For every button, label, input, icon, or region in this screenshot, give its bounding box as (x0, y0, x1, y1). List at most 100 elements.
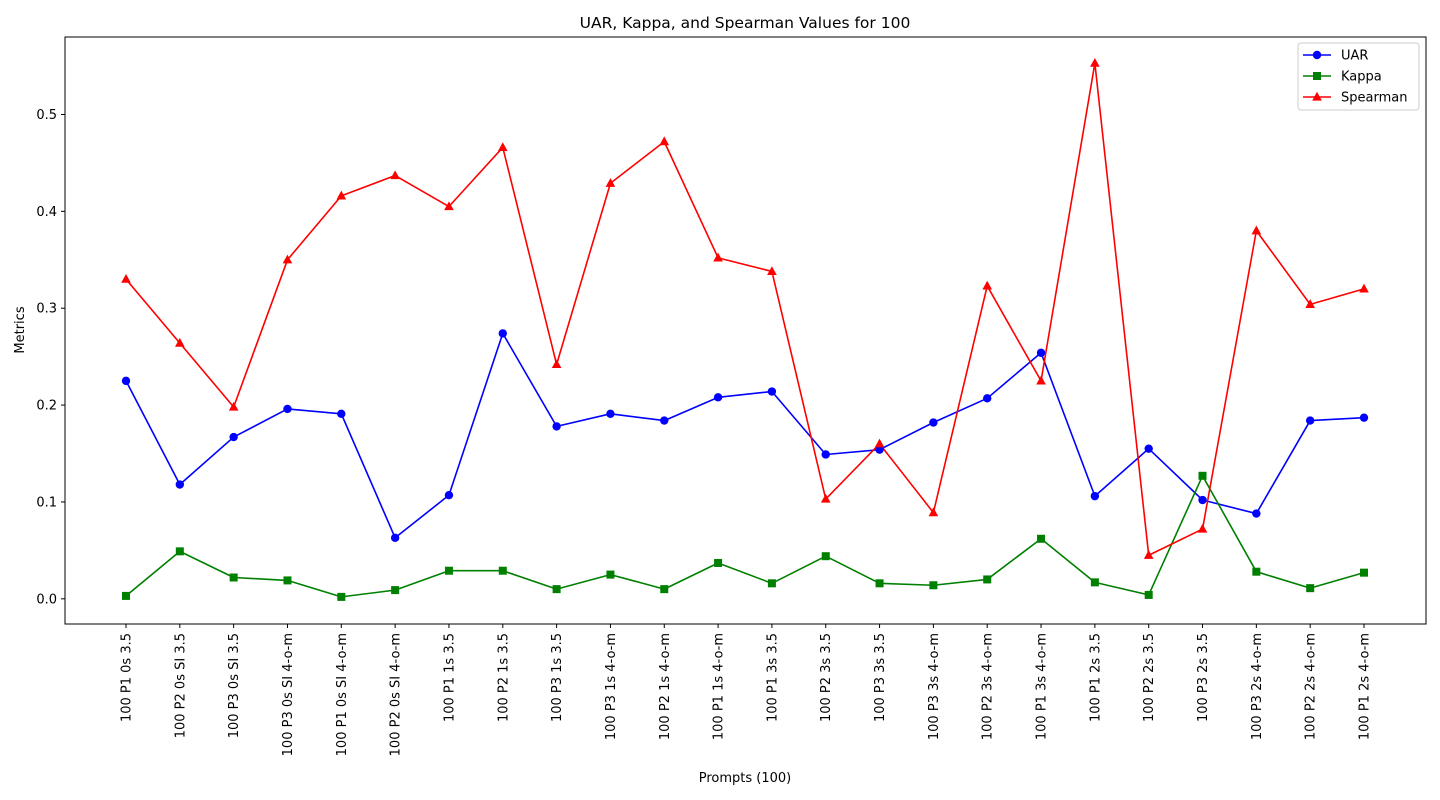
spearman-point (767, 266, 777, 276)
x-tick-label: 100 P2 3s 3.5 (819, 633, 834, 722)
uar-point (767, 387, 777, 396)
x-tick-label: 100 P1 3s 3.5 (765, 633, 780, 722)
x-tick-label: 100 P3 1s 3.5 (550, 633, 565, 722)
legend: UAR Kappa Spearman (1297, 42, 1420, 111)
uar-point (1090, 491, 1100, 501)
legend-uar-marker (1312, 50, 1322, 60)
uar-point (552, 422, 561, 431)
spearman-point (1359, 283, 1369, 293)
spearman-point (1090, 57, 1100, 67)
uar-point (713, 393, 723, 402)
series-markers (121, 57, 1369, 601)
uar-point (337, 409, 346, 419)
kappa-series-line (125, 474, 1365, 598)
uar-point (1359, 413, 1369, 422)
x-tick-label: 100 P2 2s 4-o-m (1304, 633, 1319, 740)
uar-point (1252, 509, 1261, 518)
kappa-point (821, 552, 830, 561)
x-tick-label: 100 P3 0s SI 3.5 (227, 633, 242, 738)
y-tick-label: 0.1 (36, 495, 57, 510)
x-tick-label: 100 P3 3s 4-o-m (927, 633, 942, 740)
x-tick-label: 100 P3 1s 4-o-m (604, 633, 619, 740)
kappa-point (337, 592, 346, 601)
spearman-point (605, 178, 616, 187)
kappa-point (1144, 590, 1153, 599)
kappa-point (660, 585, 669, 594)
x-tick-label: 100 P3 3s 3.5 (873, 633, 888, 722)
x-tick-label: 100 P2 1s 3.5 (496, 633, 511, 722)
x-tick-label: 100 P1 1s 3.5 (442, 633, 457, 722)
kappa-point (552, 585, 561, 594)
kappa-point (1306, 584, 1315, 593)
kappa-point (122, 591, 130, 600)
series-lines (125, 62, 1365, 598)
chart-title: UAR, Kappa, and Spearman Values for 100 (580, 14, 911, 32)
x-tick-label: 100 P2 2s 3.5 (1142, 633, 1157, 722)
kappa-point (714, 558, 723, 567)
kappa-point (767, 579, 776, 588)
uar-point (660, 416, 669, 425)
x-tick-label: 100 P2 3s 4-o-m (981, 633, 996, 740)
axes: 0.0 0.1 0.2 0.3 0.4 0.5 100 P1 0s 3.5 100 P2 0s… (36, 36, 1427, 756)
spearman-point (820, 493, 831, 503)
uar-point (283, 404, 292, 414)
uar-point (983, 394, 992, 403)
y-tick-label: 0.0 (36, 592, 57, 607)
spearman-point (1251, 225, 1262, 235)
x-tick-label: 100 P1 2s 4-o-m (1358, 633, 1373, 740)
kappa-point (1198, 471, 1207, 480)
kappa-point (283, 576, 292, 585)
spearman-point (1143, 550, 1154, 559)
x-tick-label: 100 P2 0s SI 4-o-m (389, 633, 404, 756)
kappa-point (444, 566, 453, 575)
uar-point (1198, 495, 1207, 505)
spearman-point (874, 438, 885, 448)
spearman-point (928, 507, 939, 517)
kappa-point (606, 570, 615, 579)
kappa-point (1037, 534, 1046, 543)
uar-point (175, 480, 185, 489)
spearman-point (713, 252, 723, 262)
spearman-point (336, 190, 347, 200)
x-tick-label: 100 P3 2s 4-o-m (1250, 633, 1265, 740)
kappa-point (875, 579, 884, 588)
spearman-point (659, 136, 670, 146)
kappa-point (983, 575, 992, 584)
x-tick-label: 100 P3 2s 3.5 (1196, 633, 1211, 722)
y-tick-label: 0.2 (36, 399, 57, 414)
spearman-point (497, 142, 508, 152)
uar-series-line (125, 332, 1365, 539)
uar-point (121, 376, 131, 386)
plot-frame (64, 36, 1427, 625)
x-tick-label: 100 P2 0s SI 3.5 (173, 633, 188, 738)
legend-kappa-marker (1313, 72, 1321, 80)
legend-spearman-label: Spearman (1341, 91, 1407, 106)
uar-point (498, 329, 507, 338)
spearman-point (175, 337, 185, 347)
x-tick-label: 100 P2 1s 4-o-m (658, 633, 673, 740)
legend-uar-label: UAR (1341, 49, 1368, 64)
uar-point (821, 450, 830, 459)
uar-point (390, 533, 400, 542)
uar-point (1305, 416, 1315, 425)
kappa-point (929, 581, 938, 590)
y-tick-label: 0.4 (36, 205, 57, 220)
kappa-point (1252, 567, 1261, 576)
y-axis-label: Metrics (13, 306, 28, 353)
kappa-point (1090, 578, 1099, 587)
kappa-point (391, 586, 400, 595)
y-tick-label: 0.5 (36, 108, 57, 123)
spearman-point (444, 201, 454, 211)
legend-spearman-marker (1312, 91, 1322, 101)
kappa-point (1360, 568, 1368, 577)
legend-kappa-label: Kappa (1341, 70, 1382, 85)
y-tick-label: 0.3 (36, 302, 57, 317)
spearman-point (121, 273, 131, 283)
x-tick-label: 100 P1 0s 3.5 (120, 633, 135, 722)
uar-point (229, 432, 238, 442)
uar-point (875, 445, 884, 454)
uar-point (444, 490, 454, 500)
uar-point (606, 409, 615, 419)
kappa-point (175, 547, 184, 556)
